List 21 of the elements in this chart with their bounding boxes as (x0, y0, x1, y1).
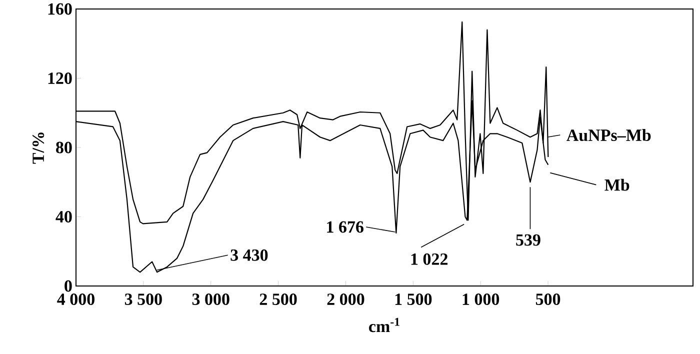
x-tick-label: 1 500 (395, 294, 432, 306)
y-tick-label: 0 (64, 280, 72, 292)
x-tick-label: 3 000 (192, 294, 230, 306)
x-tick-label: 500 (536, 294, 560, 306)
y-tick-label: 160 (48, 3, 72, 15)
x-tick-label: 2 000 (327, 294, 364, 306)
y-tick-label: 120 (48, 72, 72, 84)
annotation: 539 (516, 234, 540, 246)
legend-label: Mb (604, 178, 630, 191)
annotation: 1 676 (327, 221, 364, 233)
x-tick-label: 2 500 (260, 294, 297, 306)
y-tick-label: 40 (56, 211, 72, 222)
x-axis-title: cm$^{-1}$ (369, 318, 400, 332)
y-tick-label: 80 (56, 142, 72, 154)
x-tick-label: 1 000 (462, 294, 500, 306)
legend-label: AuNPs–Mb (566, 129, 651, 142)
y-axis-title: T/% (32, 132, 44, 164)
x-tick-label: 4 000 (57, 294, 94, 306)
annotation: 3 430 (230, 249, 268, 261)
annotation: 1 022 (411, 253, 448, 265)
x-tick-label: 3 500 (124, 294, 162, 306)
